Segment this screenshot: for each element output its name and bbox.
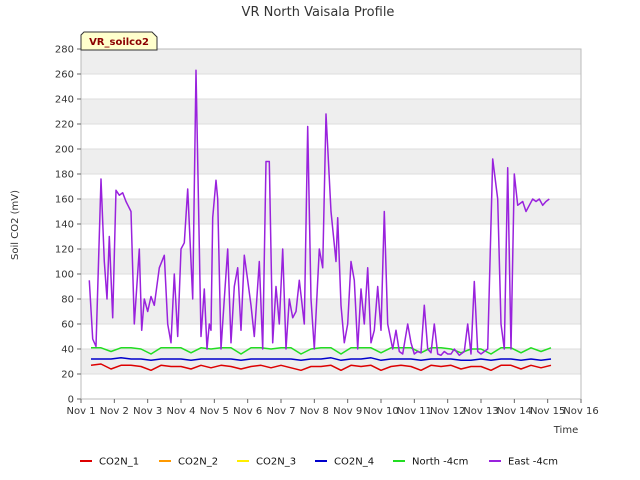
y-tick-label: 220: [55, 120, 74, 131]
x-tick-label: Nov 16: [563, 406, 598, 417]
y-tick-label: 20: [61, 370, 74, 381]
legend-label: CO2N_1: [99, 457, 139, 468]
x-tick-label: Nov 3: [133, 406, 162, 417]
legend-label: CO2N_4: [334, 457, 374, 468]
x-tick-label: Nov 8: [300, 406, 329, 417]
plot-band: [81, 49, 581, 74]
y-tick-label: 160: [55, 195, 74, 206]
series-line: [91, 357, 552, 362]
x-tick-label: Nov 14: [497, 406, 532, 417]
x-tick-label: Nov 7: [266, 406, 295, 417]
x-tick-label: Nov 13: [463, 406, 498, 417]
plot-band: [81, 99, 581, 124]
y-tick-label: 240: [55, 95, 74, 106]
legend: CO2N_1 CO2N_2 CO2N_3 CO2N_4 North -4cm East -…: [80, 457, 558, 468]
series-line: [91, 347, 552, 355]
x-tick-label: Nov 15: [530, 406, 565, 417]
series-line: [88, 69, 550, 357]
x-tick-label: Nov 4: [166, 406, 195, 417]
y-tick-label: 200: [55, 145, 74, 156]
y-axis-label: Soil CO2 (mV): [10, 190, 21, 260]
legend-label: CO2N_2: [178, 457, 218, 468]
x-axis-label: Time: [553, 425, 578, 436]
x-tick-label: Nov 9: [333, 406, 362, 417]
badge: VR_soilco2: [80, 31, 158, 51]
y-tick-label: 80: [61, 295, 74, 306]
plot-band: [81, 299, 581, 324]
y-tick-label: 100: [55, 270, 74, 281]
y-tick-label: 120: [55, 245, 74, 256]
y-axis: 0 20 40 60 80 100 120 140 160 180 200 220 240 260 280: [55, 45, 81, 406]
badge-box: [80, 31, 158, 51]
series-line: [90, 363, 552, 372]
y-tick-label: 40: [61, 345, 74, 356]
y-tick-label: 180: [55, 170, 74, 181]
legend-label: CO2N_3: [256, 457, 296, 468]
legend-label: East -4cm: [508, 457, 558, 468]
y-tick-label: 140: [55, 220, 74, 231]
x-tick-label: Nov 1: [66, 406, 95, 417]
plot-band: [81, 349, 581, 374]
x-axis: Nov 1 Nov 2 Nov 3 Nov 4 Nov 5 Nov 6 Nov 7 Nov 8…: [66, 399, 599, 417]
y-tick-label: 280: [55, 45, 74, 56]
y-tick-label: 260: [55, 70, 74, 81]
badge-label: VR_soilco2: [89, 37, 149, 48]
x-tick-label: Nov 6: [233, 406, 262, 417]
y-tick-label: 60: [61, 320, 74, 331]
x-tick-label: Nov 11: [397, 406, 432, 417]
legend-label: North -4cm: [412, 457, 468, 468]
x-tick-label: Nov 2: [100, 406, 129, 417]
chart-title: VR North Vaisala Profile: [242, 5, 395, 20]
x-tick-label: Nov 12: [430, 406, 465, 417]
plot-band: [81, 149, 581, 174]
x-tick-label: Nov 10: [363, 406, 398, 417]
series-lines: [88, 69, 552, 372]
y-tick-label: 0: [68, 395, 74, 406]
x-tick-label: Nov 5: [200, 406, 229, 417]
